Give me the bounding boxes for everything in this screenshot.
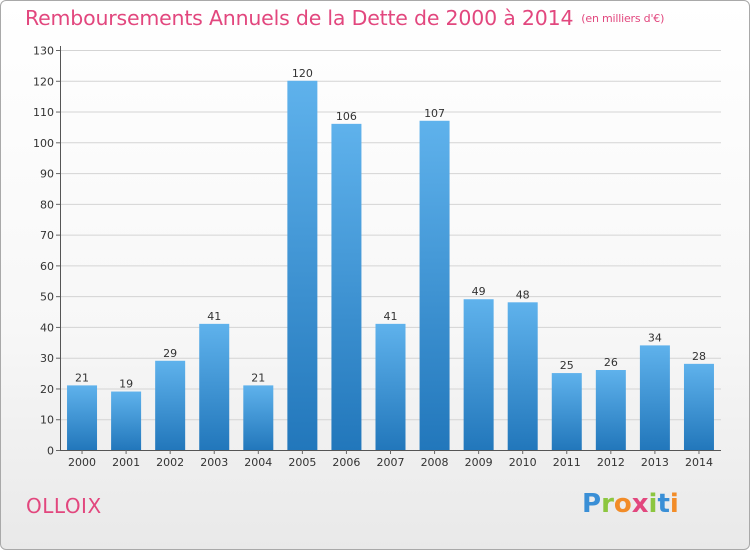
data-label-2012: 26 xyxy=(604,356,618,369)
data-label-2013: 34 xyxy=(648,331,662,344)
logo-letter: P xyxy=(582,489,602,519)
data-label-2014: 28 xyxy=(692,350,706,363)
y-tick-label: 90 xyxy=(40,168,54,181)
x-tick-label-2003: 2003 xyxy=(200,456,228,469)
x-tick-label-2007: 2007 xyxy=(377,456,405,469)
y-tick-label: 10 xyxy=(40,414,54,427)
x-tick-label-2010: 2010 xyxy=(509,456,537,469)
proxiti-logo: Proxiti xyxy=(582,489,679,519)
chart-unit: (en milliers d'€) xyxy=(581,12,665,25)
bar-2013 xyxy=(639,345,670,450)
data-label-2004: 21 xyxy=(251,371,265,384)
x-tick-label-2004: 2004 xyxy=(244,456,272,469)
logo-letter: x xyxy=(631,489,649,519)
logo-letter: i xyxy=(648,489,658,519)
data-label-2009: 49 xyxy=(472,285,486,298)
y-tick-label: 110 xyxy=(33,106,54,119)
bar-2007 xyxy=(375,323,406,450)
chart-title-text: Remboursements Annuels de la Dette de 20… xyxy=(25,6,574,30)
data-label-2008: 107 xyxy=(424,107,445,120)
data-label-2003: 41 xyxy=(207,310,221,323)
x-tick-label-2008: 2008 xyxy=(421,456,449,469)
bar-2008 xyxy=(419,120,450,451)
x-tick-label-2009: 2009 xyxy=(465,456,493,469)
y-tick-label: 60 xyxy=(40,260,54,273)
x-tick-label-2013: 2013 xyxy=(641,456,669,469)
x-tick-label-2011: 2011 xyxy=(553,456,581,469)
bar-2004 xyxy=(243,385,274,450)
bar-2000 xyxy=(67,385,98,450)
logo-letter: t xyxy=(657,489,670,519)
labels: 0 10 20 30 40 50 60 70 80 90 100 110 120 130 21 2000 19 2… xyxy=(33,45,713,470)
x-tick-label-2005: 2005 xyxy=(288,456,316,469)
data-label-2006: 106 xyxy=(336,110,357,123)
axes xyxy=(56,46,721,454)
y-tick-label: 100 xyxy=(33,137,54,150)
y-tick-label: 70 xyxy=(40,229,54,242)
y-tick-label: 0 xyxy=(47,445,54,458)
data-label-2010: 48 xyxy=(516,288,530,301)
x-tick-label-2012: 2012 xyxy=(597,456,625,469)
bars xyxy=(67,80,714,451)
bar-2010 xyxy=(507,302,538,450)
y-tick-label: 20 xyxy=(40,383,54,396)
bar-2002 xyxy=(155,360,186,450)
commune-name: OLLOIX xyxy=(26,494,102,518)
x-tick-label-2006: 2006 xyxy=(332,456,360,469)
bar-2012 xyxy=(595,370,626,450)
y-tick-label: 130 xyxy=(33,45,54,58)
y-tick-label: 80 xyxy=(40,198,54,211)
bar-2005 xyxy=(287,80,318,451)
logo-letter: r xyxy=(601,489,614,519)
y-tick-label: 30 xyxy=(40,352,54,365)
y-tick-label: 40 xyxy=(40,321,54,334)
y-tick-label: 120 xyxy=(33,75,54,88)
chart-title: Remboursements Annuels de la Dette de 20… xyxy=(25,6,664,30)
y-tick-label: 50 xyxy=(40,291,54,304)
x-tick-label-2000: 2000 xyxy=(68,456,96,469)
bar-2006 xyxy=(331,123,362,450)
logo-letter: i xyxy=(669,489,679,519)
data-label-2007: 41 xyxy=(384,310,398,323)
logo-letter: o xyxy=(613,489,632,519)
data-label-2011: 25 xyxy=(560,359,574,372)
x-tick-label-2014: 2014 xyxy=(685,456,713,469)
bar-2003 xyxy=(199,323,230,450)
bar-2009 xyxy=(463,299,494,450)
data-label-2005: 120 xyxy=(292,67,313,80)
data-label-2001: 19 xyxy=(119,378,133,391)
x-tick-label-2001: 2001 xyxy=(112,456,140,469)
data-label-2002: 29 xyxy=(163,347,177,360)
bar-2014 xyxy=(683,363,714,450)
bar-2011 xyxy=(551,373,582,450)
x-tick-label-2002: 2002 xyxy=(156,456,184,469)
bar-2001 xyxy=(111,391,142,450)
data-label-2000: 21 xyxy=(75,371,89,384)
